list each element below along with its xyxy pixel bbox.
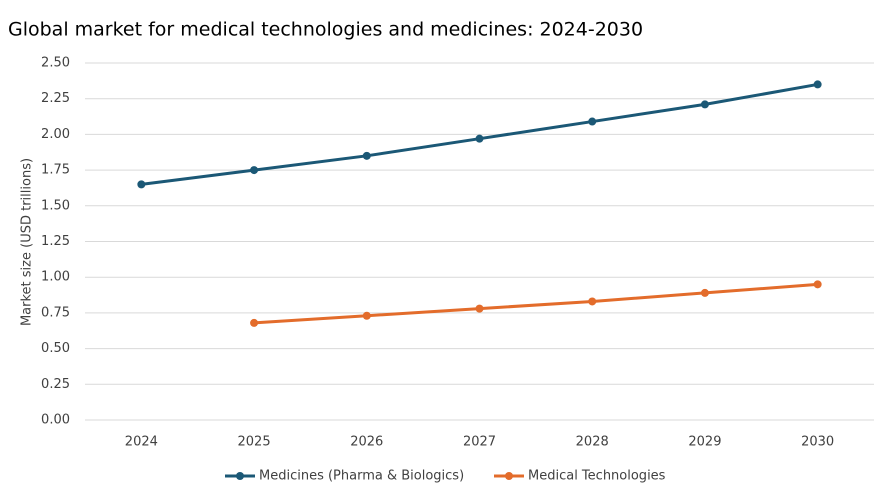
data-point [362,151,371,160]
chart-title: Global market for medical technologies a… [8,19,643,41]
data-point [362,311,371,320]
legend-marker [505,472,513,480]
y-tick-label: 1.50 [41,198,70,213]
y-tick-label: 2.00 [41,127,70,142]
x-tick-label: 2027 [463,435,496,450]
x-tick-label: 2025 [238,435,271,450]
y-tick-label: 2.50 [41,56,70,71]
y-tick-label: 0.00 [41,413,70,428]
data-point [475,304,484,313]
legend-label: Medicines (Pharma & Biologics) [259,469,464,484]
x-tick-label: 2029 [688,435,721,450]
x-tick-label: 2024 [125,435,158,450]
legend-label: Medical Technologies [528,469,666,484]
y-axis-label: Market size (USD trillions) [20,158,35,326]
data-point [700,288,709,297]
y-tick-label: 0.25 [41,377,70,392]
y-tick-label: 1.00 [41,270,70,285]
data-point [250,318,259,327]
y-tick-label: 0.75 [41,305,70,320]
data-point [250,166,259,175]
x-tick-label: 2030 [801,435,834,450]
data-point [588,117,597,126]
data-point [813,80,822,89]
data-point [588,297,597,306]
series-line [253,282,818,325]
legend-marker [236,472,244,480]
data-point [475,134,484,143]
y-tick-label: 1.75 [41,163,70,178]
x-tick-label: 2028 [576,435,609,450]
y-tick-label: 2.25 [41,91,70,106]
y-tick-label: 0.50 [41,341,70,356]
data-point [813,280,822,289]
data-point [137,180,146,189]
x-tick-label: 2026 [350,435,383,450]
y-tick-label: 1.25 [41,234,70,249]
data-point [700,100,709,109]
